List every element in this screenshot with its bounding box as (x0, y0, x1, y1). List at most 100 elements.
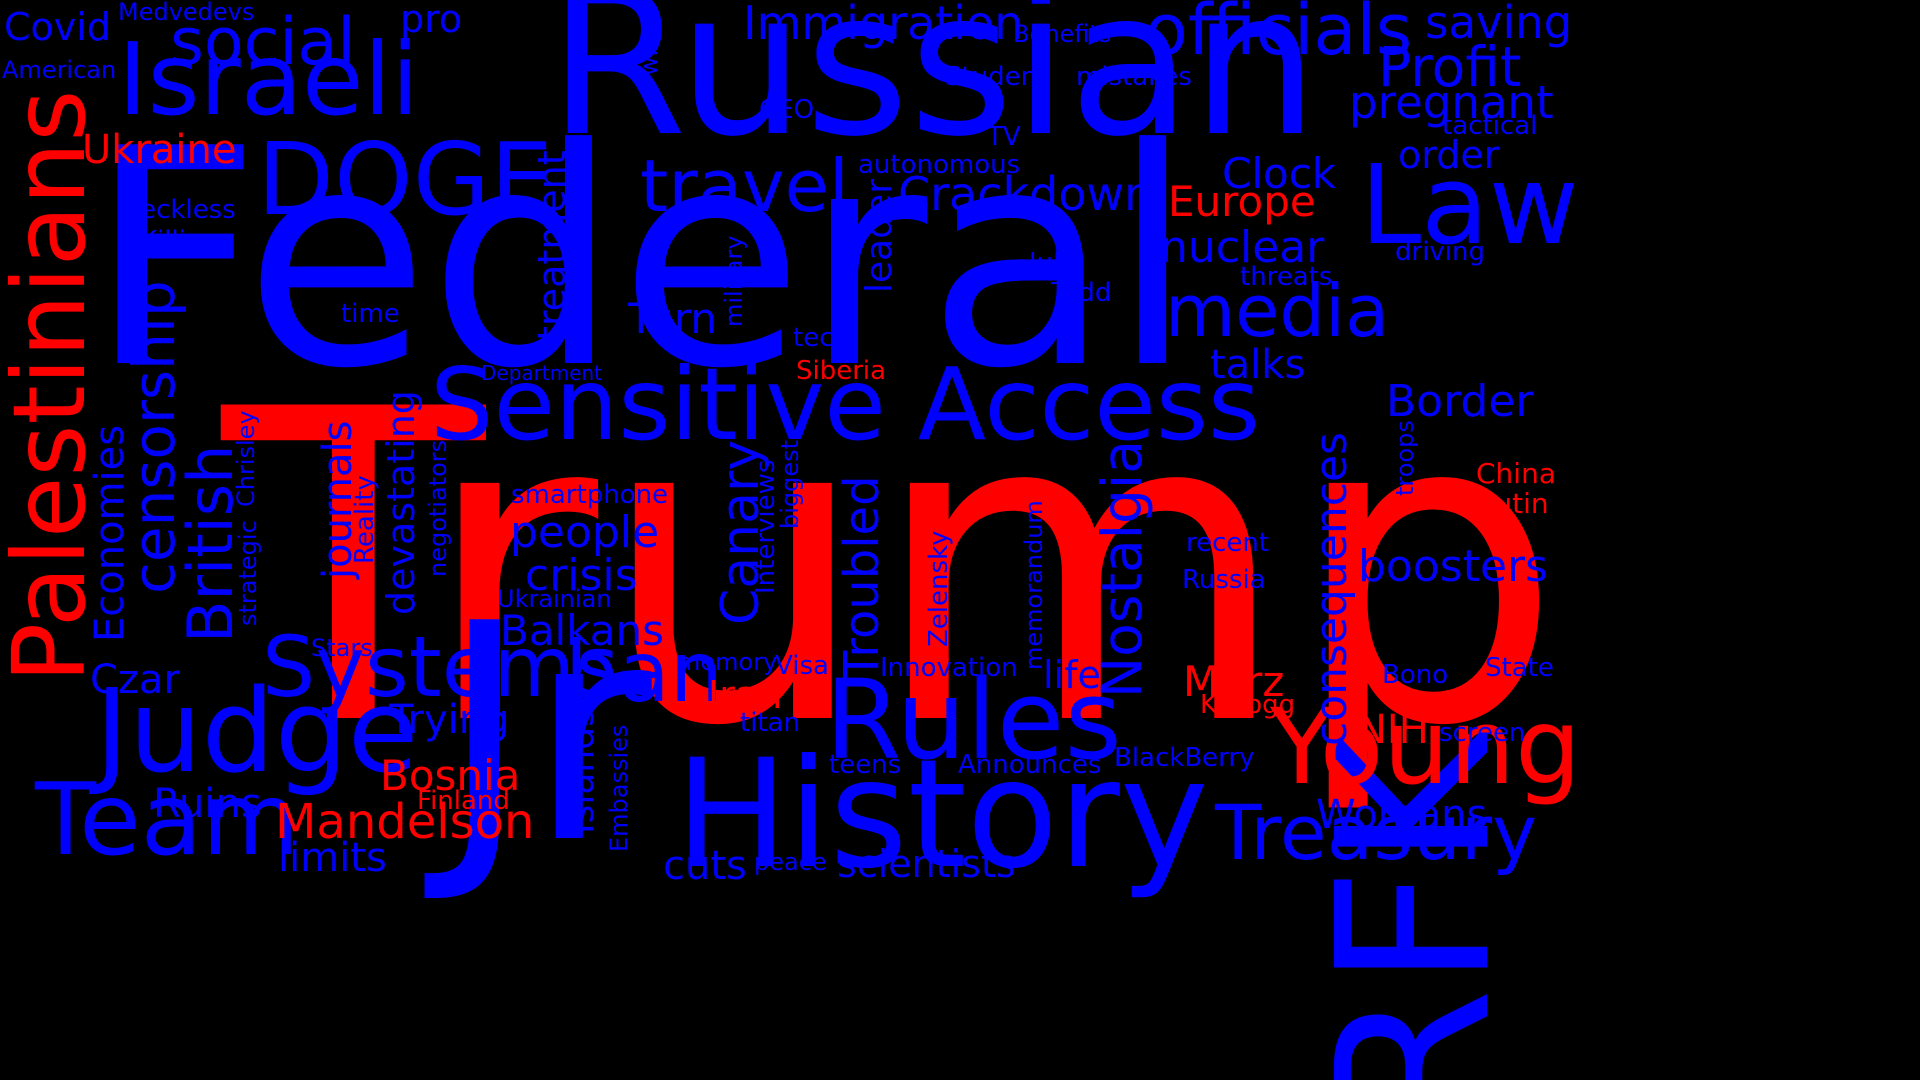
word-leader: leader (859, 178, 900, 293)
word-team: Team (35, 761, 300, 878)
word-american: American (2, 56, 117, 84)
word-announces: Announces (958, 750, 1102, 780)
word-crisis: crisis (525, 550, 638, 601)
word-sensitive-access: Sensitive Access (430, 346, 1261, 463)
word-womans: Womans (1316, 792, 1488, 838)
word-trump: Trump (222, 320, 1563, 820)
word-europe: Europe (1168, 177, 1316, 226)
word-wheel: wheel (635, 4, 663, 76)
word-benefits: Benefits (1013, 20, 1112, 48)
word-bosnia: Bosnia (380, 751, 521, 800)
word-stars: Stars (311, 634, 373, 662)
word-state: State (1485, 653, 1554, 683)
word-smartphone: smartphone (511, 480, 669, 510)
word-clock: Clock (1222, 149, 1337, 198)
word-memory: memory (677, 648, 778, 676)
word-immigration: Immigration (743, 0, 1024, 50)
word-islands: Islands (561, 708, 602, 834)
word-nih: NIH (1357, 707, 1429, 753)
word-nostalgia: Nostalgia (1090, 440, 1154, 698)
word-reckless: reckless (130, 195, 236, 225)
word-saving: saving (1425, 0, 1573, 49)
word-systems: Systems (262, 618, 619, 716)
word-russia: Russia (1182, 565, 1266, 595)
word-judge: Judge (95, 665, 419, 799)
word-threats: threats (1240, 262, 1333, 292)
word-officials: officials (1145, 0, 1413, 71)
word-julie: Julie (1029, 248, 1084, 278)
word-recent: recent (1186, 528, 1270, 558)
word-profit: Profit (1378, 35, 1522, 99)
word-treasury: Treasury (1215, 788, 1538, 877)
word-balkans: Balkans (500, 606, 665, 655)
word-biggest: biggest (776, 439, 804, 529)
word-people: people (510, 507, 660, 558)
word-pro: pro (400, 0, 463, 41)
word-nuclear: nuclear (1160, 222, 1325, 273)
word-chrisley: Chrisley (232, 410, 260, 507)
word-kellogg: Kellogg (1200, 690, 1296, 720)
word-tv: TV (987, 122, 1021, 152)
word-peace: peace (754, 848, 827, 876)
word-military: military (720, 235, 748, 327)
word-tactical: tactical (1442, 111, 1538, 141)
word-memorandum: memorandum (1020, 500, 1048, 670)
word-pregnant: pregnant (1349, 76, 1554, 129)
word-mistakes: mistakes (1076, 62, 1192, 92)
word-russian: Russian (548, 0, 1319, 181)
word-life: life (1043, 653, 1101, 697)
word-medvedevs: Medvedevs (118, 0, 255, 26)
word-todd: Todd (1051, 278, 1112, 308)
word-putin: Putin (1478, 487, 1549, 520)
word-time: time (341, 299, 400, 329)
word-travel: travel (640, 144, 849, 228)
word-teens: teens (829, 750, 902, 780)
word-titan: titan (740, 708, 801, 738)
word-order: order (1398, 133, 1500, 177)
word-strategic: strategic (234, 520, 262, 626)
word-jr: Jr (440, 560, 652, 909)
word-border: Border (1386, 376, 1534, 427)
word-limits: limits (278, 835, 387, 881)
word-consequences: consequences (1306, 432, 1357, 746)
word-siberia: Siberia (796, 356, 887, 386)
word-screen: screen (1439, 718, 1526, 748)
word-iran: Iran (708, 673, 783, 717)
word-czar: Czar (90, 657, 180, 703)
word-israeli: Israeli (118, 21, 420, 138)
word-history: History (675, 728, 1209, 902)
word-media: media (1165, 269, 1390, 353)
word-merz: Merz (1183, 657, 1285, 706)
word-troops: troops (1391, 420, 1419, 496)
word-reality: Reality (350, 475, 380, 564)
word-federal: Federal (88, 85, 1195, 434)
word-palestinians: Palestinians (0, 89, 108, 683)
word-scientists: scientists (837, 842, 1016, 886)
word-department: Department (481, 361, 603, 385)
word-tech: tech (793, 323, 850, 353)
word-autonomous: autonomous (858, 150, 1021, 180)
word-turn: Turn (628, 294, 718, 343)
word-cuts: cuts (663, 843, 747, 889)
word-killing: Killing (140, 226, 219, 256)
word-bono: Bono (1382, 660, 1449, 690)
word-student: Student (945, 62, 1048, 92)
word-driving: driving (1395, 237, 1486, 267)
word-ceo: CEO (759, 95, 815, 125)
word-boosters: boosters (1358, 541, 1549, 592)
word-censorship: censorship (120, 280, 188, 594)
word-social: social (170, 5, 356, 80)
word-economies: Economies (87, 424, 133, 642)
word-young: Young (1270, 686, 1582, 808)
word-negotiators: negotiators (424, 439, 452, 577)
word-devastating: devastating (379, 390, 423, 615)
word-ruins: Ruins (153, 781, 262, 827)
word-ukraine: Ukraine (82, 127, 237, 173)
word-law: Law (1360, 141, 1579, 269)
word-covid: Covid (4, 5, 111, 49)
word-troubled: Troubled (834, 475, 890, 680)
word-crackdown: Crackdown (898, 167, 1154, 221)
word-mandelson: Mandelson (275, 794, 535, 850)
word-ban: ban (565, 623, 724, 721)
